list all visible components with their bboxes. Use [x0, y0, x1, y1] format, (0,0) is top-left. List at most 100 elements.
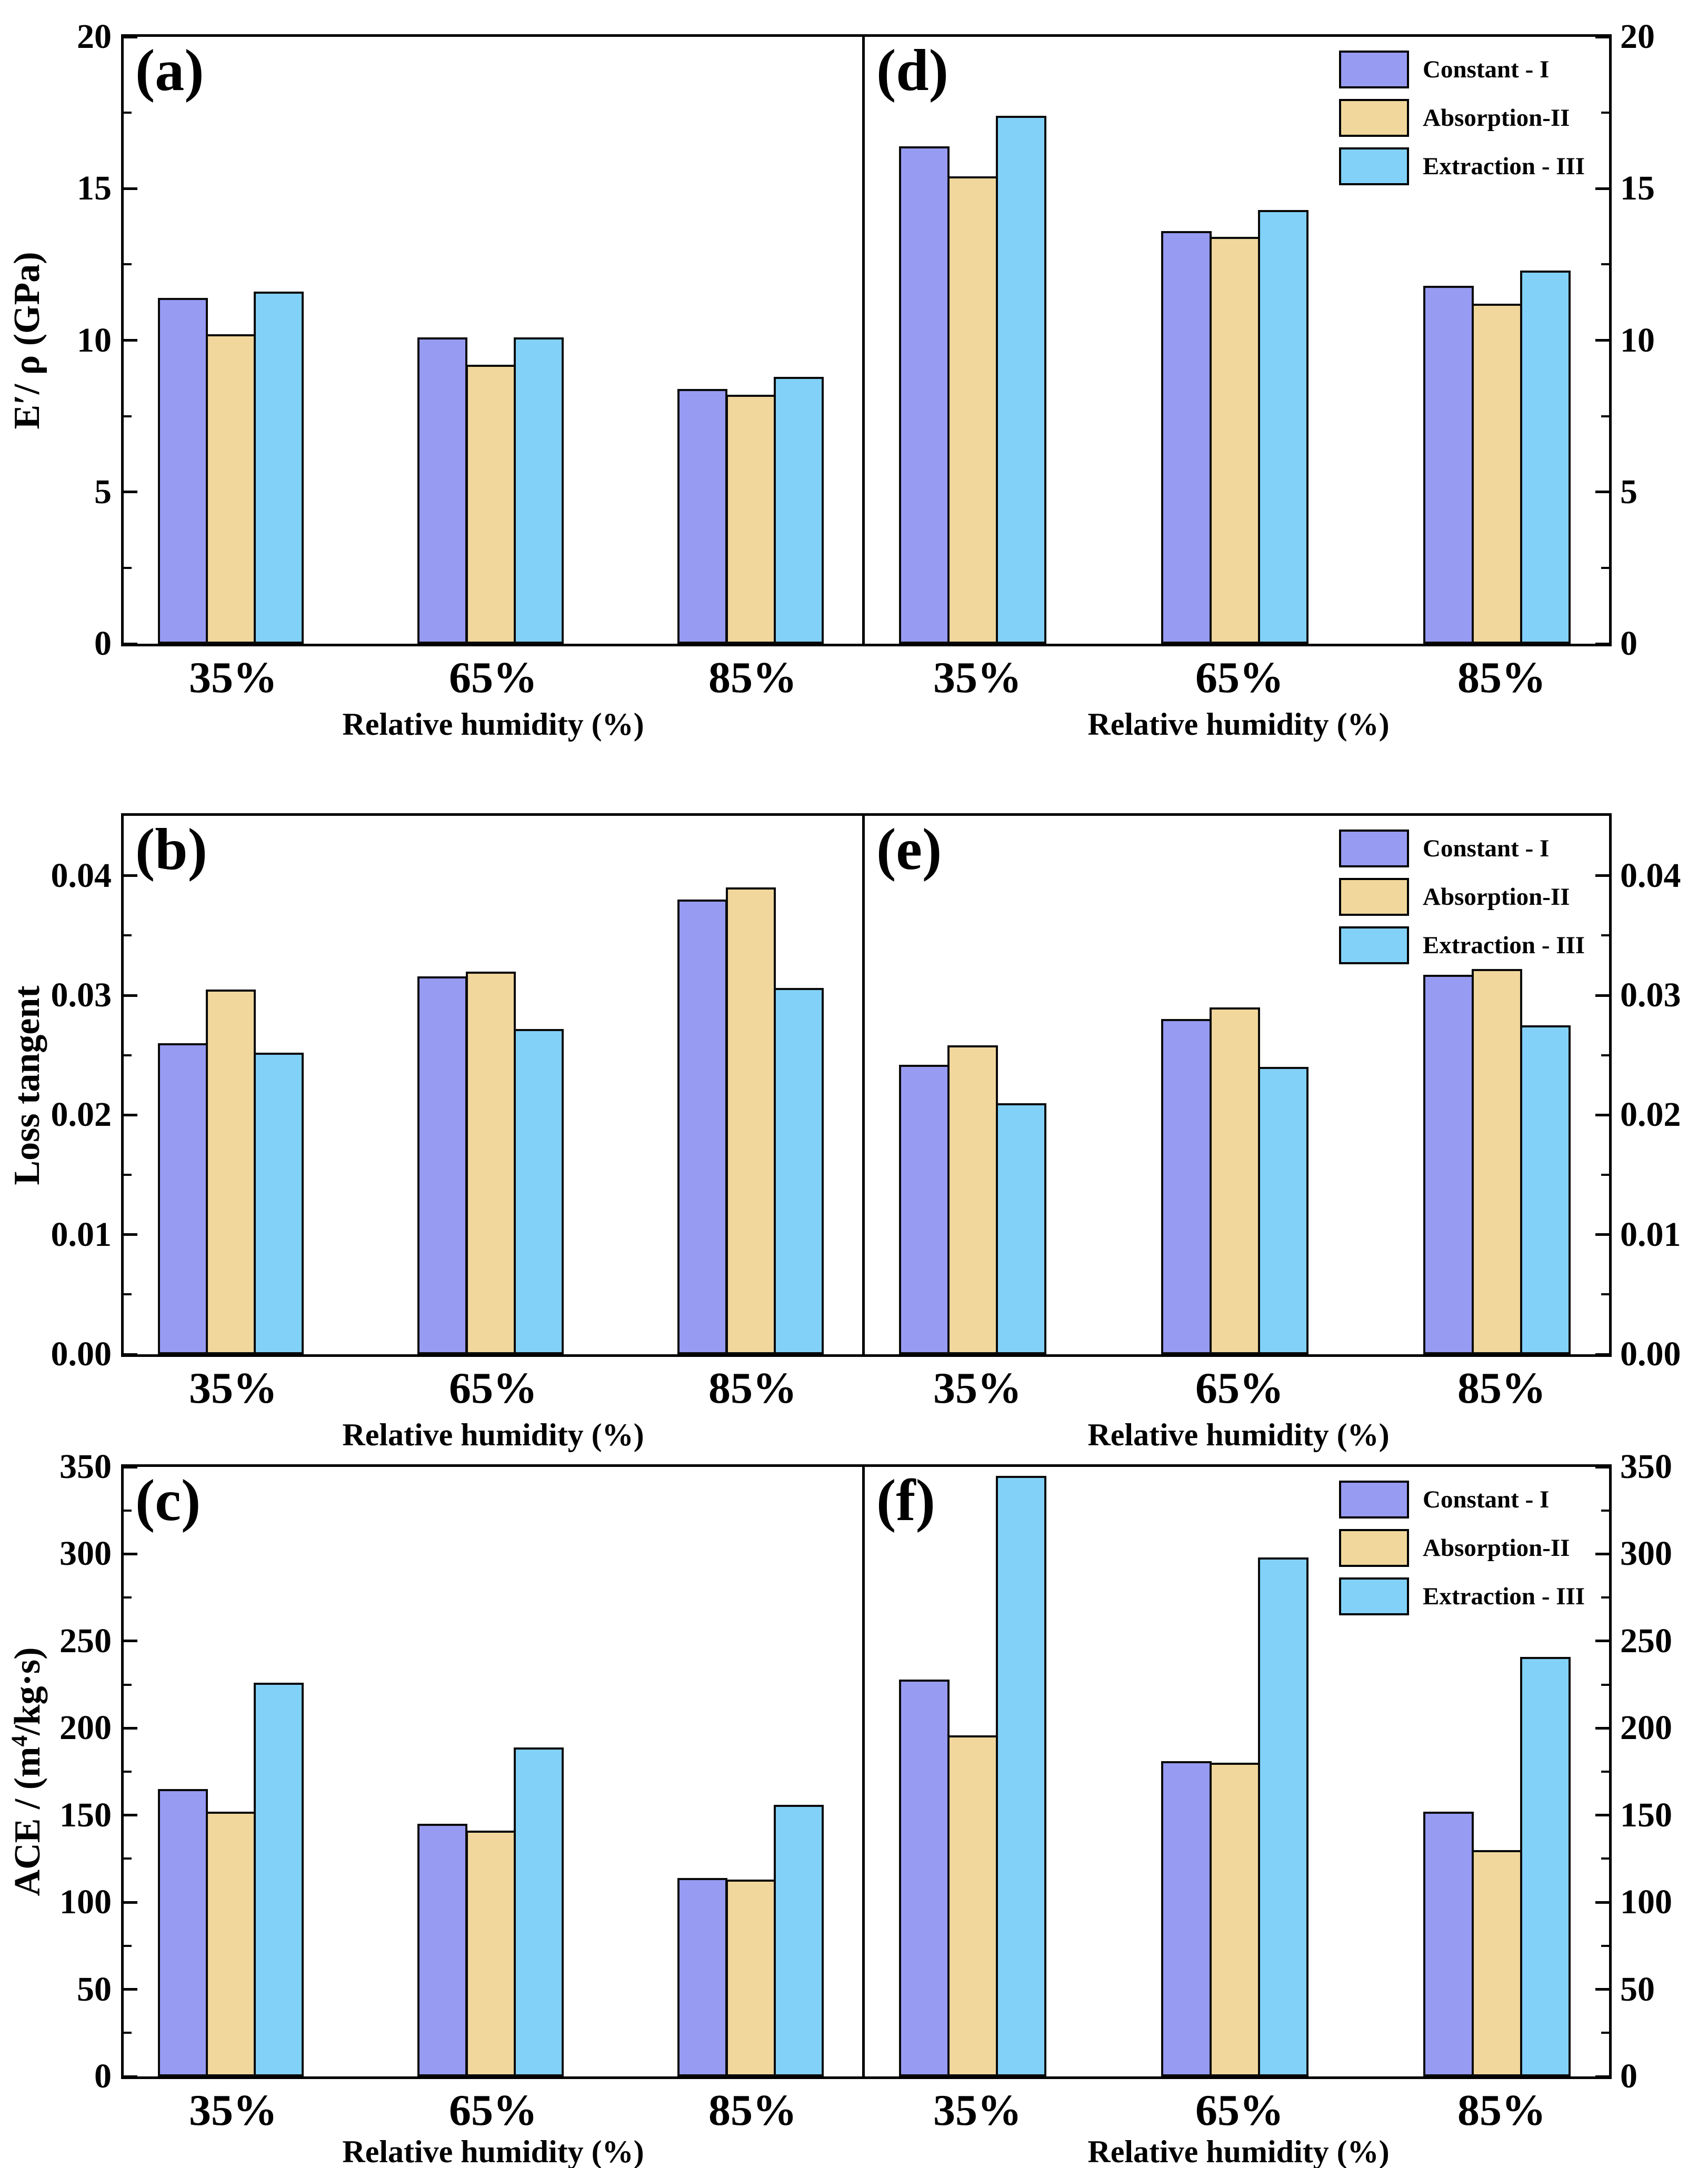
y-tick-label-e: 0.03: [1620, 976, 1681, 1014]
bar-e-85%-absorption: [1472, 969, 1522, 1354]
bar-a-65%-absorption: [466, 365, 516, 644]
y-tick-label-f: 350: [1620, 1447, 1672, 1486]
legend-panel-e: Constant - I Absorption-II Extraction - …: [1339, 830, 1585, 975]
bar-f-65%-constant: [1161, 1761, 1212, 2076]
y-tick-label-c: 250: [59, 1622, 112, 1660]
y-tick-label-c: 350: [59, 1447, 112, 1486]
x-tick-label-e-65%: 65%: [1195, 1364, 1284, 1413]
y-tick-label-a: 0: [94, 624, 112, 663]
y-major-tick-a: [124, 491, 137, 493]
x-tick-label-d-65%: 65%: [1195, 653, 1284, 702]
x-tick-label-a-35%: 35%: [189, 653, 277, 702]
bar-c-35%-absorption: [206, 1812, 256, 2076]
y-minor-tick-f: [1601, 1510, 1609, 1512]
panel-c: (c): [121, 1464, 865, 2079]
bar-d-85%-constant: [1423, 286, 1474, 644]
y-tick-label-c: 0: [94, 2057, 112, 2095]
y-major-tick-d: [1595, 643, 1609, 645]
y-major-tick-a: [124, 339, 137, 342]
y-major-tick-c: [124, 1640, 137, 1642]
panel-d: (d) Constant - I Absorption-II Extractio…: [865, 34, 1612, 646]
bar-e-65%-constant: [1161, 1019, 1212, 1354]
y-minor-tick-a: [124, 263, 132, 265]
x-tick-label-b-65%: 65%: [449, 1364, 537, 1413]
panel-c-letter: (c): [135, 1468, 201, 1533]
legend-swatch-absorption: [1339, 878, 1409, 916]
y-axis-title-row2: Loss tangent: [7, 985, 47, 1185]
bar-f-65%-absorption: [1210, 1763, 1260, 2076]
y-minor-tick-d: [1601, 567, 1609, 569]
y-major-tick-e: [1595, 874, 1609, 877]
y-minor-tick-c: [124, 1596, 132, 1598]
panel-f: (f) Constant - I Absorption-II Extractio…: [865, 1464, 1612, 2079]
legend-panel-f: Constant - I Absorption-II Extraction - …: [1339, 1481, 1585, 1626]
y-tick-label-d: 0: [1620, 624, 1637, 663]
y-major-tick-f: [1595, 1640, 1609, 1642]
legend-item-constant: Constant - I: [1339, 1481, 1585, 1518]
y-major-tick-d: [1595, 36, 1609, 38]
panel-b-letter: (b): [135, 817, 207, 882]
legend-swatch-constant: [1339, 830, 1409, 867]
y-major-tick-b: [124, 1233, 137, 1236]
y-major-tick-a: [124, 36, 137, 38]
y-minor-tick-b: [124, 1293, 132, 1295]
x-tick-label-c-35%: 35%: [189, 2086, 277, 2135]
y-minor-tick-f: [1601, 2032, 1609, 2034]
y-major-tick-d: [1595, 339, 1609, 342]
bar-e-85%-extraction: [1520, 1025, 1571, 1354]
y-minor-tick-a: [124, 112, 132, 114]
panel-e-letter: (e): [876, 817, 942, 882]
panel-e: (e) Constant - I Absorption-II Extractio…: [865, 813, 1612, 1357]
x-axis-title-panel-a: Relative humidity (%): [342, 707, 644, 742]
bar-b-35%-constant: [158, 1043, 208, 1354]
bar-d-85%-absorption: [1472, 304, 1522, 644]
x-tick-label-f-85%: 85%: [1457, 2086, 1546, 2135]
y-tick-label-d: 15: [1620, 169, 1655, 207]
x-tick-label-c-85%: 85%: [708, 2086, 797, 2135]
panel-f-letter: (f): [876, 1468, 935, 1533]
x-tick-label-e-35%: 35%: [933, 1364, 1022, 1413]
bar-a-85%-extraction: [774, 377, 824, 644]
bar-d-35%-constant: [899, 146, 950, 644]
x-tick-label-d-35%: 35%: [933, 653, 1022, 702]
y-major-tick-c: [124, 1901, 137, 1904]
y-minor-tick-f: [1601, 1596, 1609, 1598]
legend-panel-d: Constant - I Absorption-II Extraction - …: [1339, 51, 1585, 196]
y-minor-tick-e: [1601, 1174, 1609, 1176]
y-tick-label-c: 100: [59, 1883, 112, 1921]
bar-b-35%-extraction: [254, 1053, 304, 1354]
y-major-tick-b: [124, 994, 137, 997]
bar-b-85%-absorption: [726, 887, 776, 1354]
y-tick-label-f: 200: [1620, 1709, 1672, 1747]
bar-b-65%-absorption: [466, 972, 516, 1354]
y-tick-label-c: 200: [59, 1709, 112, 1747]
bar-f-85%-extraction: [1520, 1657, 1571, 2076]
bar-f-85%-absorption: [1472, 1850, 1522, 2076]
bar-a-65%-extraction: [514, 337, 564, 644]
y-major-tick-f: [1595, 1727, 1609, 1730]
bar-d-65%-absorption: [1210, 237, 1260, 644]
bar-f-35%-absorption: [947, 1735, 998, 2076]
y-tick-label-f: 300: [1620, 1534, 1672, 1573]
y-tick-label-a: 20: [77, 17, 112, 56]
bar-e-85%-constant: [1423, 975, 1474, 1354]
y-minor-tick-a: [124, 415, 132, 417]
bar-d-35%-absorption: [947, 176, 998, 644]
y-minor-tick-a: [124, 567, 132, 569]
y-minor-tick-b: [124, 934, 132, 936]
y-major-tick-f: [1595, 1553, 1609, 1555]
y-major-tick-b: [124, 1114, 137, 1116]
bar-c-65%-extraction: [514, 1747, 564, 2076]
y-minor-tick-c: [124, 1510, 132, 1512]
y-major-tick-b: [124, 874, 137, 877]
y-major-tick-a: [124, 187, 137, 190]
panel-b: (b): [121, 813, 865, 1357]
y-tick-label-a: 5: [94, 473, 112, 511]
x-tick-label-a-85%: 85%: [708, 653, 797, 702]
legend-label-extraction: Extraction - III: [1423, 1582, 1585, 1610]
panel-a: (a): [121, 34, 865, 646]
bar-d-65%-constant: [1161, 231, 1212, 644]
y-axis-title-row2-text: Loss tangent: [7, 985, 47, 1185]
bar-f-35%-extraction: [996, 1476, 1046, 2076]
legend-label-extraction: Extraction - III: [1423, 152, 1585, 180]
